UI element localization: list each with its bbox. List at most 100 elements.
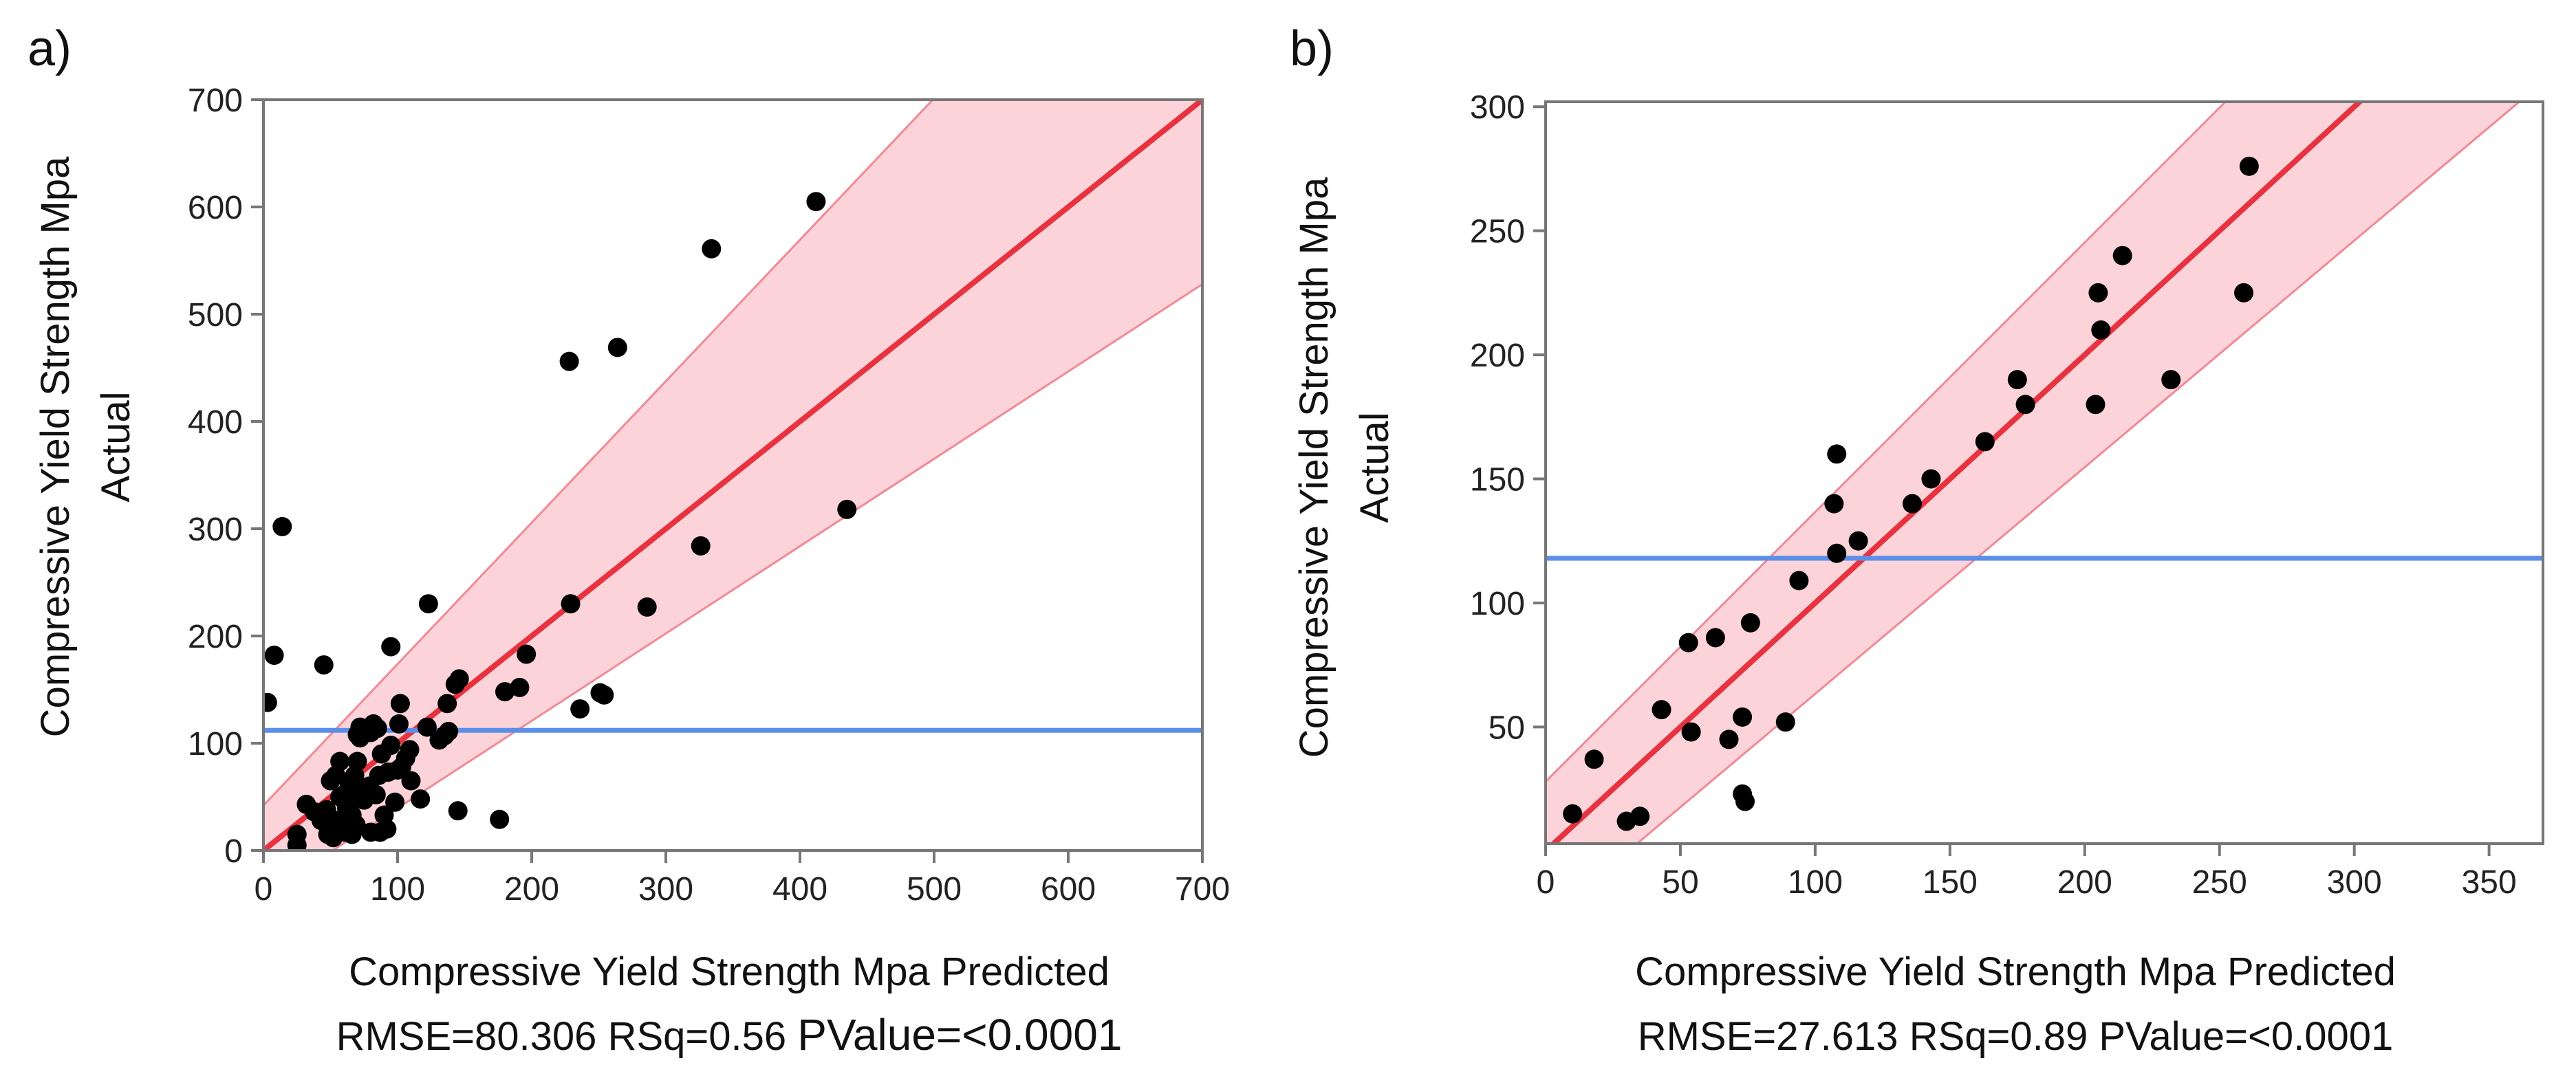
panel-a-data-point xyxy=(367,718,387,738)
panel-b-x-tick-label: 350 xyxy=(2462,864,2517,901)
panel-a-rsq: RSq=0.56 xyxy=(608,1014,787,1059)
panel-a-data-point xyxy=(806,192,826,212)
panel-a-data-point xyxy=(346,815,366,835)
panel-a-data-point xyxy=(437,694,457,714)
panel-b-data-point xyxy=(1733,707,1753,727)
panel-a-y-axis-label-line2: Actual xyxy=(94,391,138,502)
panel-a-data-point xyxy=(517,644,537,664)
panel-a-data-point xyxy=(594,685,614,705)
panel-b-band-upper-edge xyxy=(1546,102,2227,782)
panel-b-data-point xyxy=(2234,283,2253,303)
panel-b-data-point xyxy=(2086,395,2106,415)
panel-a-data-point xyxy=(417,717,437,737)
panel-a-rmse: RMSE=80.306 xyxy=(336,1014,597,1059)
panel-a-data-point xyxy=(381,736,401,756)
panel-a-x-tick-label: 400 xyxy=(772,871,827,908)
panel-b-x-tick-label: 300 xyxy=(2327,864,2382,901)
panel-b-data-point xyxy=(1975,432,1995,452)
panel-a-y-tick-label: 600 xyxy=(188,190,243,226)
panel-b-x-tick-label: 200 xyxy=(2057,864,2112,901)
panel-a-y-tick-label: 300 xyxy=(188,512,243,548)
panel-a-x-tick-label: 100 xyxy=(370,871,425,908)
panel-a-y-axis-label-line1: Compressive Yield Strength Mpa xyxy=(33,156,78,737)
panel-b-y-tick-label: 200 xyxy=(1470,338,1525,374)
panel-b-frame xyxy=(1544,100,2544,845)
panel-a-data-point xyxy=(347,751,367,771)
panel-a-data-point xyxy=(691,536,711,556)
panel-b-rmse: RMSE=27.613 xyxy=(1638,1014,1898,1059)
panel-a-x-tick-label: 0 xyxy=(255,871,273,908)
panel-b-plot-area xyxy=(1546,102,2543,844)
panel-a-data-point xyxy=(490,809,510,829)
panel-a-data-point xyxy=(390,694,410,714)
panel-b-data-point xyxy=(1630,806,1650,826)
panel-b-data-point xyxy=(1824,494,1844,514)
panel-b-data-point xyxy=(1652,700,1671,720)
panel-b-data-point xyxy=(2088,283,2108,303)
panel-b-data-point xyxy=(1735,791,1755,811)
panel-b-x-tick-label: 250 xyxy=(2192,864,2247,901)
panel-b-y-tick-label: 150 xyxy=(1470,462,1525,498)
panel-b-data-point xyxy=(2015,395,2035,415)
panel-a-fit-line xyxy=(263,100,1202,850)
panel-a-data-point xyxy=(570,699,590,719)
panel-b-confidence-band xyxy=(1546,102,2520,844)
panel-b-pvalue: PValue=<0.0001 xyxy=(2099,1014,2393,1059)
panel-b-y-tick-label: 50 xyxy=(1489,710,1525,746)
panel-a-data-point xyxy=(287,835,307,850)
panel-b-fit-line xyxy=(1549,102,2364,844)
panel-a-y-tick-label: 700 xyxy=(188,83,243,119)
panel-b-data-point xyxy=(1719,729,1739,749)
panel-a-data-point xyxy=(330,751,350,771)
panel-b-data-point xyxy=(2239,156,2259,176)
chart-panel-b: b) Compressive Yield Strength Mpa Actual… xyxy=(1290,21,2544,1059)
panel-a-data-point xyxy=(389,714,409,734)
panel-a-x-tick-label: 300 xyxy=(638,871,693,908)
panel-b-y-axis-label-line2: Actual xyxy=(1352,412,1397,523)
panel-a-y-tick-label: 100 xyxy=(188,726,243,762)
panel-b-band-lower-edge xyxy=(1635,102,2522,844)
panel-b-y-tick-label: 300 xyxy=(1470,89,1525,126)
panel-a-data-point xyxy=(264,646,284,666)
panel-a-data-point xyxy=(561,594,581,614)
panel-b-data-point xyxy=(1848,531,1868,551)
chart-panel-a: a) Compressive Yield Strength Mpa Actual… xyxy=(28,21,1230,1059)
panel-a-data-point xyxy=(418,594,438,614)
panel-a-data-point xyxy=(510,677,530,697)
panel-b-data-point xyxy=(1827,444,1847,464)
panel-a-data-point xyxy=(318,824,338,844)
panel-a-y-tick-label: 0 xyxy=(224,833,243,870)
panel-b-data-point xyxy=(2007,370,2027,390)
panel-b-y-tick-label: 100 xyxy=(1470,586,1525,622)
panel-a-frame xyxy=(262,98,1204,852)
panel-b-y-tick-label: 250 xyxy=(1470,214,1525,250)
panel-a-data-point xyxy=(448,801,468,821)
panel-a-data-point xyxy=(366,784,386,804)
panel-a-data-point xyxy=(445,674,465,694)
panel-a-data-point xyxy=(370,822,390,842)
panel-a-data-point xyxy=(637,597,657,617)
panel-a-data-point xyxy=(495,682,515,702)
panel-a-x-tick-label: 700 xyxy=(1175,871,1230,908)
panel-a-y-tick-label: 400 xyxy=(188,404,243,441)
panel-a-label: a) xyxy=(28,21,72,76)
panel-b-rsq: RSq=0.89 xyxy=(1909,1014,2088,1059)
panel-a-data-point xyxy=(385,792,405,812)
panel-a-data-point xyxy=(607,338,627,358)
panel-b-data-point xyxy=(1705,628,1725,648)
panel-b-data-point xyxy=(1775,712,1795,732)
panel-a-stats: RMSE=80.306 RSq=0.56 PValue=<0.0001 xyxy=(336,1010,1123,1059)
panel-a-y-tick-label: 200 xyxy=(188,619,243,655)
panel-a-data-point xyxy=(396,748,415,768)
panel-a-data-point xyxy=(272,516,292,536)
panel-a-data-point xyxy=(339,776,359,796)
panel-a-pvalue: PValue=<0.0001 xyxy=(797,1010,1122,1059)
panel-b-data-point xyxy=(1921,469,1941,489)
panel-a-data-point xyxy=(263,692,277,712)
panel-b-y-axis-label-line1: Compressive Yield Strength Mpa xyxy=(1292,177,1336,758)
panel-b-data-point xyxy=(2161,370,2181,390)
panel-a-x-tick-label: 500 xyxy=(907,871,962,908)
panel-b-x-tick-label: 0 xyxy=(1537,864,1555,901)
panel-b-data-point xyxy=(1740,613,1760,633)
panel-b-x-axis-label: Compressive Yield Strength Mpa Predicted xyxy=(1635,949,2396,994)
